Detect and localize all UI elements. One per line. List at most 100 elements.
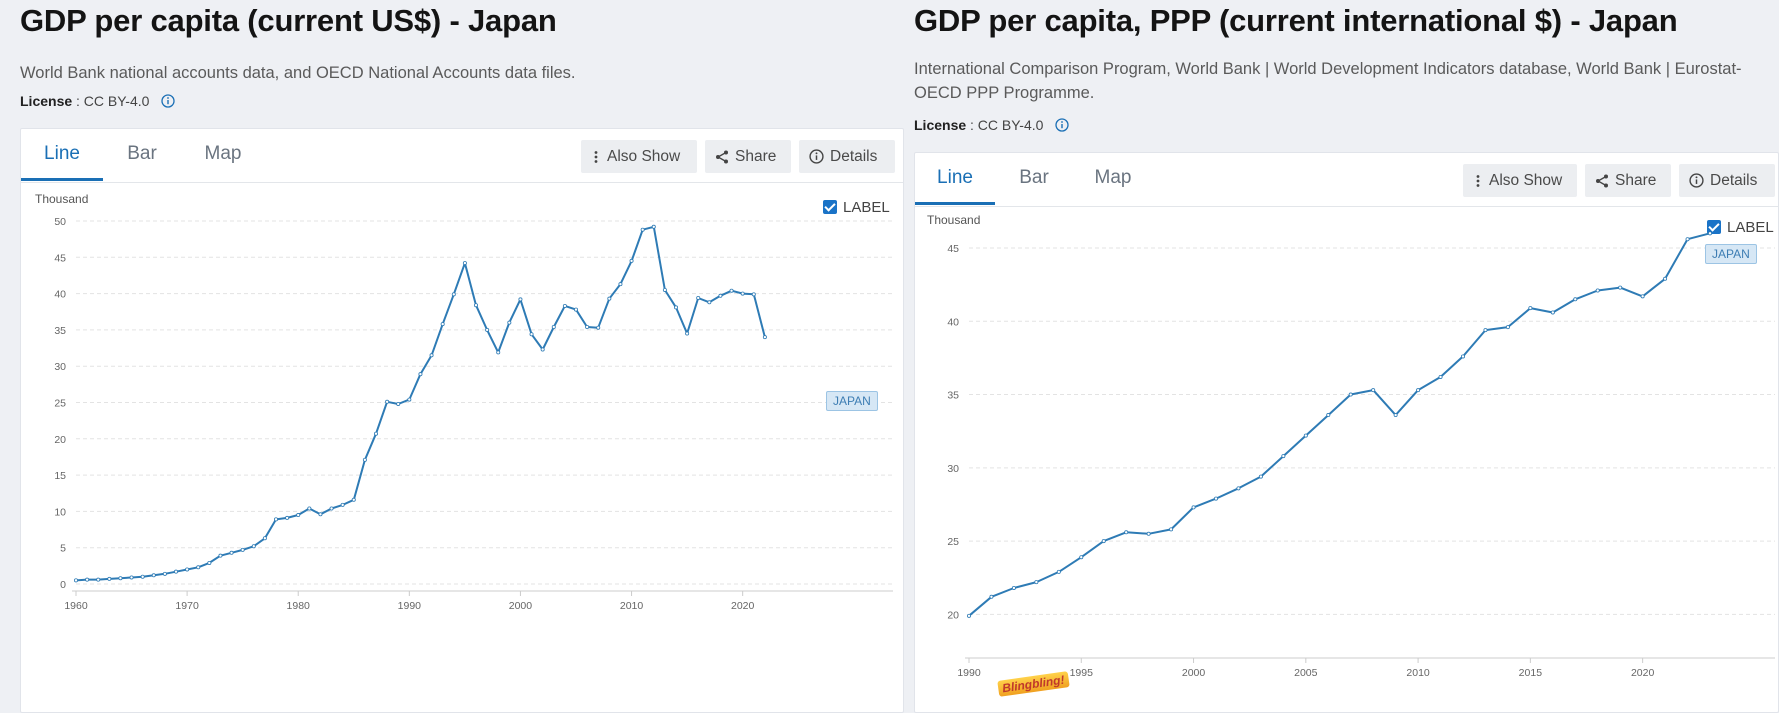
- data-point: [540, 347, 545, 352]
- data-point: [1169, 527, 1174, 532]
- data-point: [585, 324, 590, 329]
- data-point: [651, 224, 656, 229]
- data-point: [151, 573, 156, 578]
- checkbox-checked-icon[interactable]: [1707, 220, 1721, 234]
- source-text: World Bank national accounts data, and O…: [20, 64, 576, 82]
- x-tick-label: 1960: [64, 600, 88, 612]
- x-tick-label: 2000: [509, 600, 533, 612]
- data-point: [118, 576, 123, 581]
- x-tick-label: 1995: [1070, 667, 1094, 679]
- y-tick-label: 40: [947, 316, 959, 328]
- data-point: [1101, 539, 1106, 544]
- data-point: [296, 513, 301, 518]
- data-point: [74, 578, 79, 583]
- data-point: [318, 512, 323, 517]
- data-point: [1056, 569, 1061, 574]
- tab-map[interactable]: Map: [204, 143, 242, 164]
- data-point: [1281, 454, 1286, 459]
- data-point: [485, 327, 490, 332]
- info-icon: [1689, 173, 1704, 188]
- info-icon[interactable]: [1055, 118, 1069, 135]
- data-point: [640, 227, 645, 232]
- data-point: [518, 297, 523, 302]
- tab-bar[interactable]: Bar: [127, 143, 157, 164]
- y-tick-label: 50: [54, 216, 66, 228]
- y-tick-label: 45: [947, 243, 959, 255]
- data-point: [662, 287, 667, 292]
- data-point: [729, 288, 734, 293]
- source-text: International Comparison Program, World …: [914, 60, 1742, 102]
- license-value: : CC BY-4.0: [970, 117, 1044, 133]
- y-tick-label: 20: [54, 434, 66, 446]
- data-point: [451, 292, 456, 297]
- data-point: [1124, 530, 1129, 535]
- also-show-button[interactable]: Also Show: [581, 140, 697, 173]
- data-point: [1303, 433, 1308, 438]
- data-point: [1326, 413, 1331, 418]
- data-point: [440, 322, 445, 327]
- series-label-japan: JAPAN: [826, 391, 878, 411]
- data-point: [173, 569, 178, 574]
- data-point: [129, 575, 134, 580]
- series-line-japan: [968, 232, 1711, 617]
- y-unit-label: Thousand: [927, 213, 981, 227]
- data-point: [1461, 354, 1466, 359]
- data-point: [429, 353, 434, 358]
- tab-line[interactable]: Line: [21, 129, 103, 181]
- license-value: : CC BY-4.0: [76, 93, 150, 109]
- data-point: [107, 576, 112, 581]
- data-point: [1393, 413, 1398, 418]
- label-toggle[interactable]: LABEL: [1707, 219, 1774, 236]
- chart-tabs: Line Bar Map: [915, 153, 1778, 207]
- x-tick-label: 2015: [1519, 667, 1543, 679]
- data-point: [1146, 531, 1151, 536]
- details-button[interactable]: Details: [799, 140, 895, 173]
- tab-bar[interactable]: Bar: [1019, 167, 1049, 188]
- also-show-label: Also Show: [1489, 172, 1563, 189]
- details-button[interactable]: Details: [1679, 164, 1775, 197]
- data-point: [229, 550, 234, 555]
- data-point: [307, 506, 312, 511]
- license-line: License : CC BY-4.0: [914, 117, 1069, 135]
- data-point: [1483, 328, 1488, 333]
- share-icon: [1596, 174, 1608, 188]
- data-point: [529, 332, 534, 337]
- x-tick-label: 2010: [1406, 667, 1430, 679]
- x-tick-label: 1990: [957, 667, 981, 679]
- label-toggle-text: LABEL: [1727, 219, 1774, 236]
- data-point: [185, 567, 190, 572]
- share-button[interactable]: Share: [1585, 164, 1671, 197]
- data-point: [629, 258, 634, 263]
- data-point: [1258, 474, 1263, 479]
- tab-map[interactable]: Map: [1094, 167, 1132, 188]
- data-point: [473, 303, 478, 308]
- data-point: [1416, 388, 1421, 393]
- also-show-label: Also Show: [607, 148, 681, 165]
- data-point: [362, 457, 367, 462]
- data-point: [574, 307, 579, 312]
- share-icon: [716, 150, 728, 164]
- data-point: [496, 350, 501, 355]
- also-show-button[interactable]: Also Show: [1463, 164, 1577, 197]
- data-point: [85, 577, 90, 582]
- y-tick-label: 35: [947, 390, 959, 402]
- data-point: [329, 506, 334, 511]
- data-point: [396, 401, 401, 406]
- data-point: [1236, 486, 1241, 491]
- data-point: [967, 613, 972, 618]
- label-toggle[interactable]: LABEL: [823, 199, 890, 216]
- data-point: [507, 320, 512, 325]
- share-button[interactable]: Share: [705, 140, 791, 173]
- data-point: [740, 291, 745, 296]
- chart-tabs: Line Bar Map: [21, 129, 903, 183]
- y-tick-label: 35: [54, 325, 66, 337]
- license-label: License: [914, 117, 967, 133]
- chart-card: Line Bar Map Also Show Share Details Tho…: [914, 152, 1779, 713]
- checkbox-checked-icon[interactable]: [823, 200, 837, 214]
- tab-line[interactable]: Line: [915, 153, 995, 205]
- data-point: [96, 577, 101, 582]
- more-vertical-icon: [594, 151, 598, 163]
- line-chart: 20 25 30 35 40 45 1990 1995 2000 2005 2010 2015 2020: [947, 231, 1775, 679]
- series-label-japan: JAPAN: [1705, 244, 1757, 264]
- info-icon[interactable]: [161, 94, 175, 111]
